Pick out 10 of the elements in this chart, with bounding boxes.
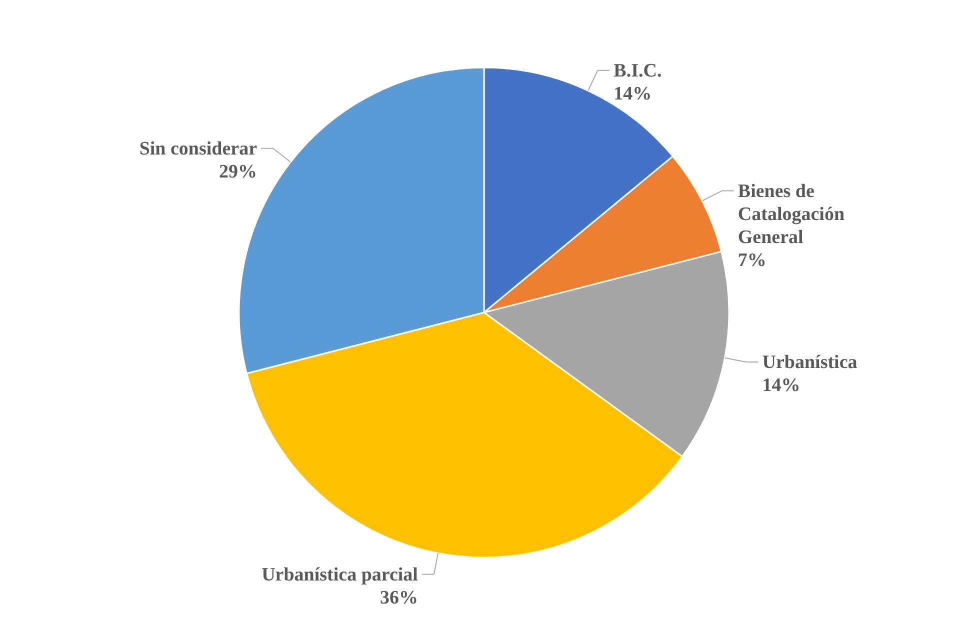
data-label: 14% — [762, 375, 800, 396]
data-label: 7% — [738, 250, 766, 271]
data-label: 29% — [219, 161, 258, 182]
slice-label: Urbanística parcial — [262, 564, 418, 586]
legend-label: Urbanística — [762, 352, 858, 374]
slice-label: B.I.C. — [614, 60, 662, 82]
data-label: 14% — [614, 83, 652, 104]
slice-label: Sin considerar — [139, 138, 258, 160]
slice-label: Bienes de Catalogación General — [738, 180, 845, 248]
data-label: 36% — [380, 587, 418, 608]
